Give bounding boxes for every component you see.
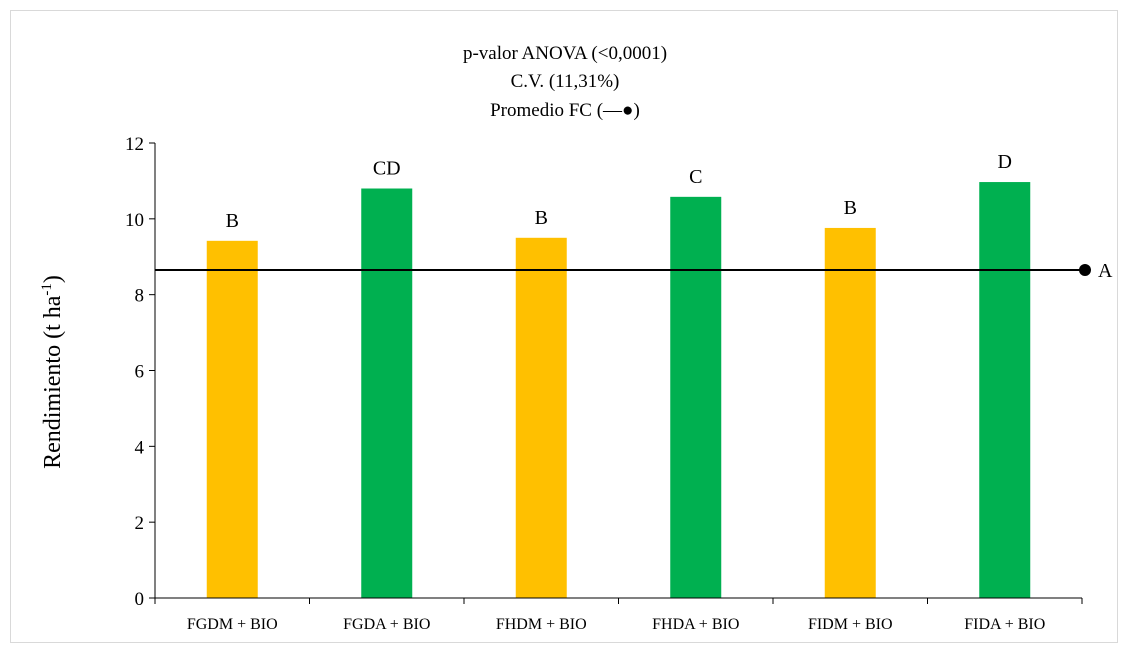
bar-significance-label: B <box>844 197 857 219</box>
x-category-label: FGDA + BIO <box>343 616 430 633</box>
bar <box>670 196 722 598</box>
bar-significance-label: CD <box>373 158 401 180</box>
chart-title-line-1: p-valor ANOVA (<0,0001) <box>463 43 667 64</box>
chart-title-line-2: C.V. (11,31%) <box>511 71 620 92</box>
bar-significance-label: B <box>226 210 239 232</box>
y-tick-label: 4 <box>135 437 145 458</box>
reference-line-group: A <box>155 260 1113 282</box>
bar-labels-group: B CD B C B D <box>226 151 1012 232</box>
y-axis-ticks: 0 2 4 6 8 10 12 <box>125 134 155 610</box>
bar <box>824 227 876 598</box>
bar-significance-label: B <box>535 207 548 229</box>
bar <box>361 188 413 598</box>
x-axis-ticks: FGDM + BIO FGDA + BIO FHDM + BIO FHDA + BIO… <box>154 598 1083 633</box>
y-tick-label: 0 <box>135 589 145 610</box>
x-category-label: FGDM + BIO <box>187 616 278 633</box>
y-axis-label-close: ) <box>40 275 66 283</box>
chart-title-line-3: Promedio FC (—●) <box>490 100 640 121</box>
y-tick-label: 8 <box>135 286 145 307</box>
reference-line-label: A <box>1098 260 1113 282</box>
bar <box>515 237 567 598</box>
bar <box>979 182 1031 598</box>
x-category-label: FHDA + BIO <box>652 616 739 633</box>
axes-group <box>154 143 1082 599</box>
y-axis-label: Rendimiento (t ha-1) <box>39 275 66 469</box>
bar-significance-label: C <box>689 166 702 188</box>
x-category-label: FIDA + BIO <box>964 616 1045 633</box>
y-axis-label-superscript: -1 <box>39 283 55 296</box>
x-category-label: FIDM + BIO <box>808 616 893 633</box>
y-tick-label: 10 <box>125 210 144 231</box>
bars-group <box>206 182 1031 598</box>
average-reference-marker <box>1079 264 1091 277</box>
y-tick-label: 2 <box>135 513 145 534</box>
bar-significance-label: D <box>998 151 1012 173</box>
y-tick-label: 12 <box>125 134 144 155</box>
y-axis-label-text: Rendimiento (t ha <box>40 295 66 469</box>
bar <box>206 240 258 598</box>
y-tick-label: 6 <box>135 362 145 383</box>
x-category-label: FHDM + BIO <box>496 616 587 633</box>
